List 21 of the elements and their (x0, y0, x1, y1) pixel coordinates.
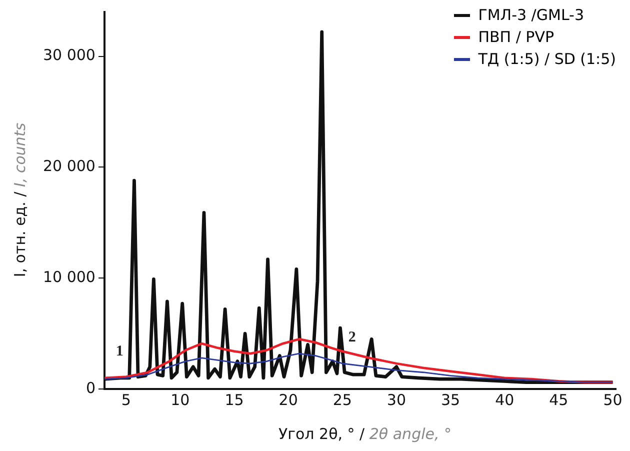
x-tick-label: 15 (224, 390, 244, 409)
legend-label: ПВП / PVP (478, 28, 554, 46)
annotation: 1 (116, 344, 124, 360)
x-tick-label: 25 (332, 390, 352, 409)
annotation: 2 (348, 329, 356, 346)
y-tick-label: 20 000 (42, 157, 96, 176)
y-tick-label: 30 000 (42, 46, 96, 64)
y-tick-label: 10 000 (42, 268, 96, 286)
x-tick-label: 20 (278, 390, 298, 409)
x-axis-title: Угол 2θ, ° / 2θ angle, ° (278, 425, 452, 443)
x-tick-label: 30 (386, 390, 406, 409)
x-tick-label: 35 (440, 390, 460, 409)
x-tick-label: 50 (603, 390, 622, 409)
x-tick-label: 5 (121, 390, 131, 409)
x-tick-label: 45 (549, 390, 568, 409)
y-axis-title: I, отн. ед. / I, counts (11, 122, 29, 278)
x-tick-label: 40 (495, 390, 514, 409)
x-tick-label: 10 (170, 390, 190, 409)
y-tick-label: 0 (86, 378, 96, 397)
legend-label: ТД (1:5) / SD (1:5) (478, 50, 616, 68)
legend-label: ГМЛ-3 /GML-3 (478, 6, 584, 24)
